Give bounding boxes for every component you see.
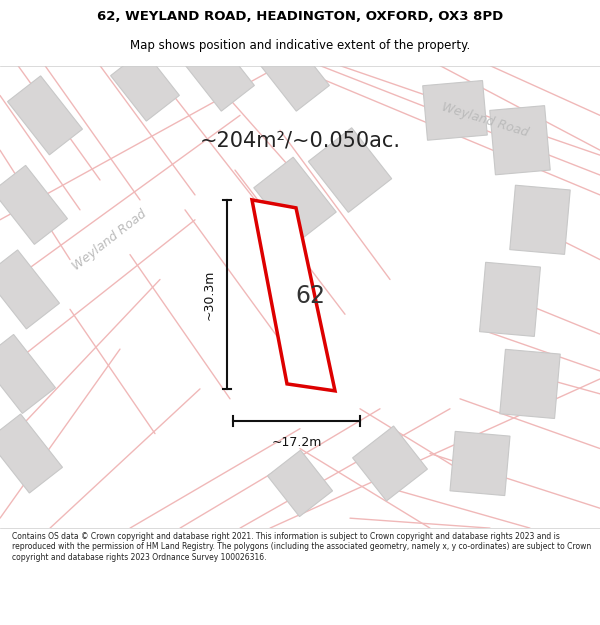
Polygon shape — [254, 157, 336, 242]
Text: ~17.2m: ~17.2m — [271, 436, 322, 449]
Polygon shape — [8, 76, 82, 155]
Polygon shape — [308, 127, 392, 212]
Text: Weyland Road: Weyland Road — [70, 207, 149, 272]
Polygon shape — [268, 450, 332, 517]
Polygon shape — [185, 40, 254, 111]
Text: Weyland Road: Weyland Road — [440, 101, 530, 140]
Polygon shape — [260, 40, 329, 111]
Text: 62: 62 — [296, 284, 325, 308]
Polygon shape — [110, 50, 179, 121]
Text: Contains OS data © Crown copyright and database right 2021. This information is : Contains OS data © Crown copyright and d… — [12, 532, 591, 562]
Text: 62, WEYLAND ROAD, HEADINGTON, OXFORD, OX3 8PD: 62, WEYLAND ROAD, HEADINGTON, OXFORD, OX… — [97, 10, 503, 23]
Text: ~204m²/~0.050ac.: ~204m²/~0.050ac. — [199, 130, 401, 150]
Polygon shape — [510, 185, 570, 254]
Text: Map shows position and indicative extent of the property.: Map shows position and indicative extent… — [130, 39, 470, 52]
Polygon shape — [479, 262, 541, 336]
Text: ~30.3m: ~30.3m — [203, 269, 215, 319]
Polygon shape — [353, 426, 427, 501]
Polygon shape — [0, 334, 55, 414]
Polygon shape — [0, 414, 62, 493]
Polygon shape — [0, 250, 59, 329]
Polygon shape — [0, 166, 67, 244]
Polygon shape — [490, 106, 550, 175]
Polygon shape — [252, 200, 335, 391]
Polygon shape — [423, 81, 487, 140]
Polygon shape — [450, 431, 510, 496]
Polygon shape — [500, 349, 560, 419]
